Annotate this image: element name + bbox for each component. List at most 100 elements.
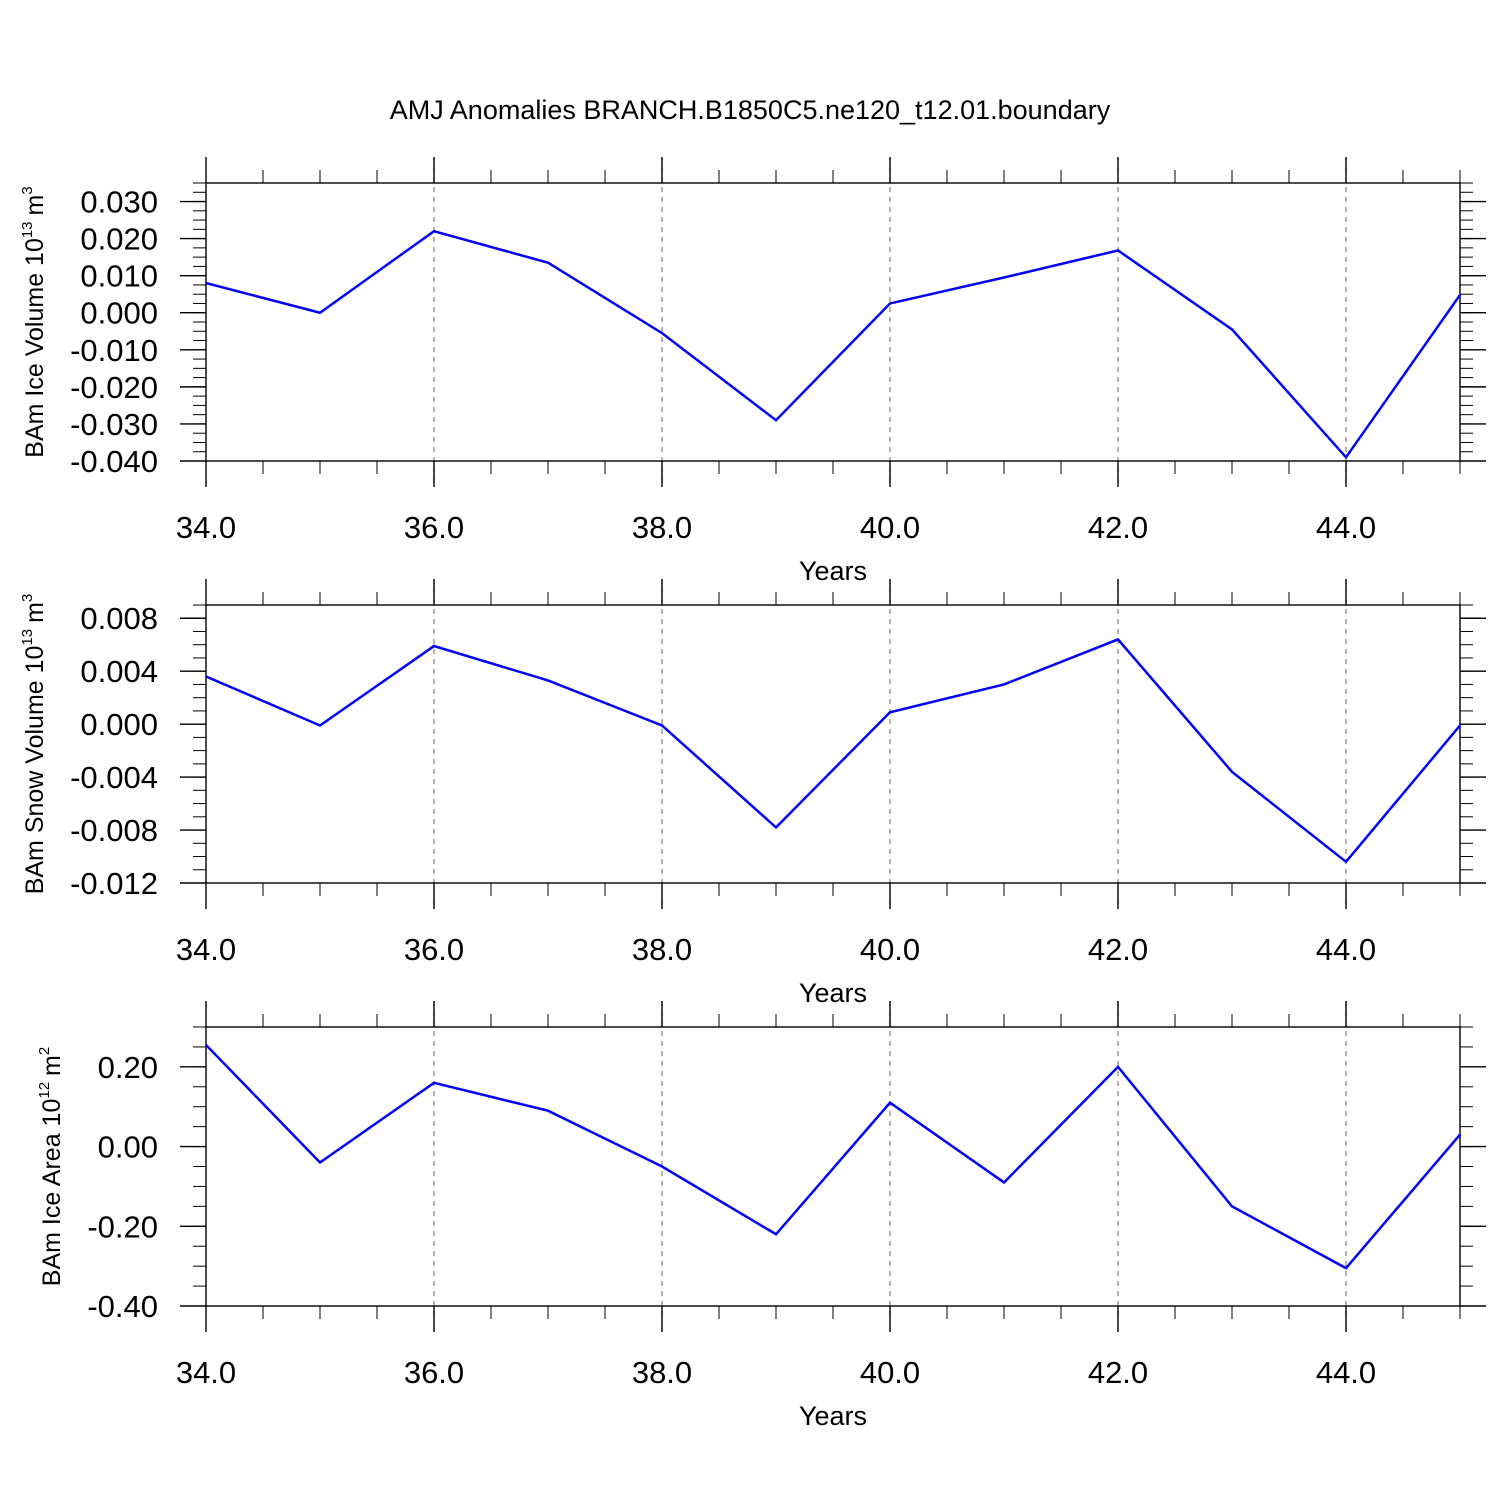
y-axis-label-unit: m [38, 1055, 66, 1076]
data-point [1231, 771, 1233, 773]
data-point [1003, 683, 1005, 686]
x-tick-label: 38.0 [632, 510, 692, 545]
y-axis-label: BAm Ice Volume 1013 m3 [19, 186, 49, 457]
plot-frame [205, 1026, 1461, 1307]
data-point [661, 724, 663, 727]
y-tick-label: 0.004 [80, 654, 158, 689]
data-point [547, 1109, 549, 1112]
data-point [775, 419, 777, 422]
y-axis-label-text: BAm Ice Volume 10 [21, 238, 49, 458]
y-tick-label: 0.010 [80, 259, 158, 294]
x-tick-label: 36.0 [404, 510, 464, 545]
data-point [205, 282, 207, 284]
data-point [547, 679, 549, 682]
y-axis-label-unit: m [21, 195, 49, 216]
data-point [1231, 1205, 1233, 1208]
data-point [547, 261, 549, 264]
x-tick-label: 44.0 [1316, 510, 1376, 545]
x-tick-label: 40.0 [860, 932, 920, 967]
y-axis-label-unit-exponent: 3 [19, 186, 36, 194]
y-tick-label: 0.000 [80, 296, 158, 331]
data-point [1003, 276, 1005, 279]
data-point [1345, 861, 1347, 863]
x-tick-label: 40.0 [860, 1355, 920, 1390]
y-tick-label: 0.030 [80, 185, 158, 220]
data-point [433, 230, 435, 232]
panel-3: 0.20 0.00 -0.20 -0.40 34.0 36.0 38.0 40.0 42.0 44… [36, 1001, 1486, 1431]
x-tick-label: 44.0 [1316, 1355, 1376, 1390]
x-tick-label: 36.0 [404, 1355, 464, 1390]
y-axis-label-unit-exponent: 2 [36, 1047, 53, 1055]
y-tick-label: 0.000 [80, 707, 158, 742]
y-axis-label-unit: m [21, 602, 49, 623]
y-tick-label: -0.012 [70, 866, 158, 901]
data-point [889, 302, 891, 305]
plot-frame [205, 182, 1461, 462]
series-line [205, 229, 1462, 460]
data-point [319, 1161, 321, 1164]
figure-title: AMJ Anomalies BRANCH.B1850C5.ne120_t12.0… [390, 95, 1111, 125]
x-tick-label: 34.0 [176, 1355, 236, 1390]
y-axis-label: BAm Ice Area 1012 m2 [36, 1047, 66, 1286]
data-point [661, 332, 663, 334]
x-tick-label: 42.0 [1088, 1355, 1148, 1390]
data-point [889, 1101, 891, 1104]
x-tick-label: 38.0 [632, 932, 692, 967]
data-point [205, 1044, 207, 1046]
y-axis-label-exponent: 12 [36, 1082, 53, 1099]
panel-1: 0.0300.0200.0100.000-0.010-0.020-0.030-0… [19, 157, 1486, 586]
data-point [1459, 1133, 1461, 1136]
data-point [775, 826, 777, 829]
y-tick-label: 0.008 [80, 601, 158, 636]
y-tick-label: 0.00 [98, 1130, 158, 1165]
data-point [1345, 1267, 1347, 1269]
y-axis-label-text: BAm Ice Area 10 [38, 1099, 66, 1287]
y-tick-label: -0.20 [87, 1209, 158, 1244]
data-point [319, 724, 321, 727]
data-point [1231, 328, 1233, 331]
x-tick-label: 42.0 [1088, 510, 1148, 545]
y-tick-label: -0.020 [70, 370, 158, 405]
y-tick-label: -0.010 [70, 333, 158, 368]
x-tick-label: 40.0 [860, 510, 920, 545]
data-point [1003, 1181, 1005, 1184]
y-tick-label: 0.020 [80, 222, 158, 257]
data-point [1459, 294, 1461, 296]
series-line [205, 1044, 1461, 1270]
x-axis-label: Years [799, 978, 867, 1008]
data-point [433, 645, 435, 647]
series-line [205, 637, 1461, 864]
y-tick-label: -0.40 [87, 1289, 158, 1324]
data-point [1117, 249, 1119, 252]
y-axis-label-unit-exponent: 3 [19, 594, 36, 602]
x-tick-label: 42.0 [1088, 932, 1148, 967]
y-tick-label: -0.040 [70, 444, 158, 479]
x-axis-label: Years [799, 556, 867, 586]
data-point [1117, 1066, 1119, 1068]
plot-frame [205, 604, 1461, 884]
data-point [661, 1165, 663, 1168]
y-tick-label: 0.20 [98, 1050, 158, 1085]
y-tick-label: -0.008 [70, 813, 158, 848]
data-point [319, 311, 321, 314]
data-point [205, 675, 207, 678]
x-tick-label: 44.0 [1316, 932, 1376, 967]
data-point [1459, 724, 1461, 727]
x-tick-label: 34.0 [176, 932, 236, 967]
y-axis-label-exponent: 13 [19, 629, 36, 646]
y-tick-label: -0.030 [70, 407, 158, 442]
data-point [889, 711, 891, 714]
data-point [1117, 638, 1119, 641]
x-tick-label: 38.0 [632, 1355, 692, 1390]
x-tick-label: 34.0 [176, 510, 236, 545]
data-point [1345, 456, 1347, 459]
data-point [433, 1082, 435, 1084]
x-tick-label: 36.0 [404, 932, 464, 967]
panel-2: 0.008 0.004 0.000 -0.004 -0.008 -0.012 34.0 36.… [19, 579, 1486, 1008]
y-axis-label: BAm Snow Volume 1013 m3 [19, 594, 49, 895]
x-axis-label: Years [799, 1401, 867, 1431]
y-axis-label-text: BAm Snow Volume 10 [21, 646, 49, 895]
y-tick-label: -0.004 [70, 760, 158, 795]
